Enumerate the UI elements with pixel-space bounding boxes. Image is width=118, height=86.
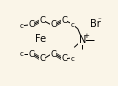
Text: C: C: [39, 16, 45, 25]
Text: C: C: [28, 50, 34, 59]
Text: C: C: [50, 50, 56, 59]
Text: Br: Br: [90, 19, 101, 29]
Text: C: C: [61, 54, 67, 63]
Text: +: +: [83, 33, 89, 39]
Text: c: c: [70, 56, 74, 62]
Text: c: c: [19, 51, 23, 57]
Text: C: C: [61, 16, 67, 25]
Text: ⁻: ⁻: [97, 17, 101, 23]
Text: C: C: [28, 20, 34, 29]
Text: c: c: [70, 22, 74, 28]
Text: C: C: [39, 54, 45, 63]
Text: Fe: Fe: [35, 34, 46, 44]
Text: N: N: [79, 35, 86, 45]
Text: c: c: [19, 23, 23, 29]
Text: C: C: [50, 20, 56, 29]
